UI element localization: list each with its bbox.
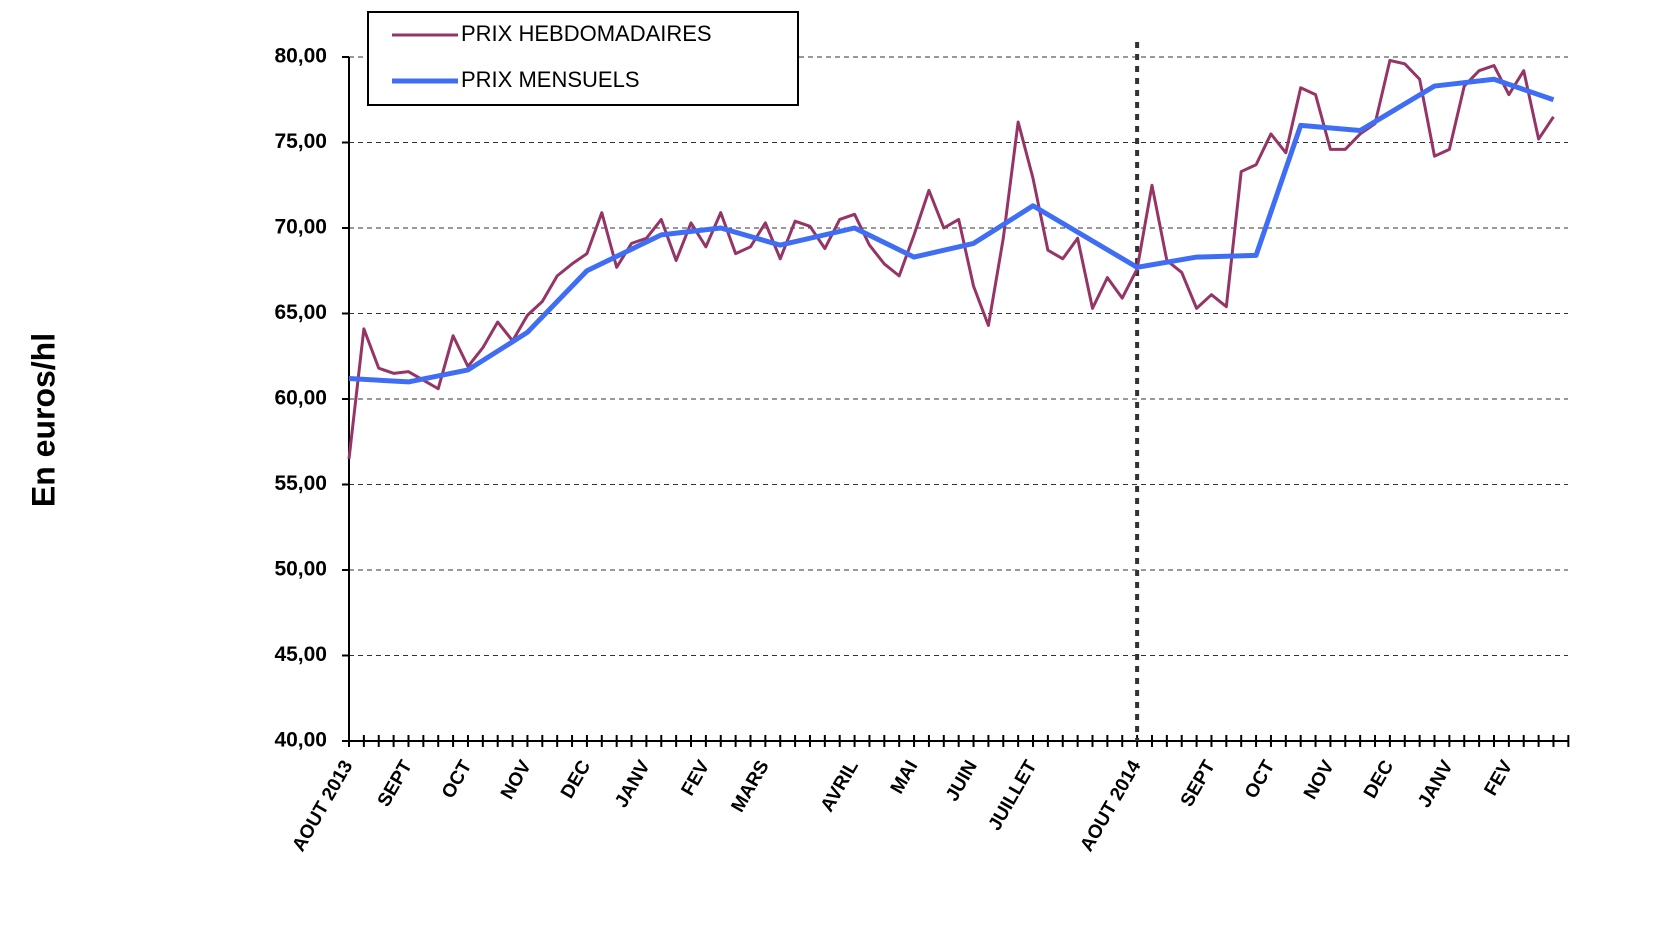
x-tick-label: JANV bbox=[611, 757, 655, 812]
x-tick-label: JANV bbox=[1414, 757, 1458, 812]
y-tick-label: 75,00 bbox=[274, 130, 327, 153]
x-tick-label: FEV bbox=[1481, 757, 1518, 800]
legend-label: PRIX MENSUELS bbox=[461, 67, 640, 92]
y-tick-label: 80,00 bbox=[274, 45, 327, 68]
series-line bbox=[348, 76, 1555, 385]
y-tick-label: 70,00 bbox=[274, 216, 327, 239]
y-axis-label: En euros/hl bbox=[25, 333, 61, 507]
y-tick-label: 45,00 bbox=[274, 643, 327, 666]
x-tick-label: AOUT 2014 bbox=[1077, 757, 1146, 856]
x-tick-label: SEPT bbox=[1177, 757, 1220, 811]
y-tick-label: 55,00 bbox=[274, 472, 327, 495]
legend-box bbox=[367, 11, 799, 106]
y-tick-label: 65,00 bbox=[274, 301, 327, 324]
x-tick-label: JUILLET bbox=[985, 757, 1042, 835]
x-tick-label: MAI bbox=[887, 757, 923, 798]
x-tick-label: FEV bbox=[678, 757, 715, 800]
y-tick-label: 50,00 bbox=[274, 558, 327, 581]
x-tick-label: OCT bbox=[438, 757, 476, 803]
x-tick-label: AOUT 2013 bbox=[288, 757, 357, 855]
x-tick-label: SEPT bbox=[374, 757, 417, 811]
x-tick-label: JUIN bbox=[942, 757, 982, 805]
x-tick-label: NOV bbox=[497, 757, 536, 803]
x-tick-label: OCT bbox=[1241, 757, 1279, 803]
x-tick-label: DEC bbox=[557, 757, 595, 802]
legend-label: PRIX HEBDOMADAIRES bbox=[461, 21, 712, 46]
x-tick-label: NOV bbox=[1300, 757, 1339, 803]
x-tick-label: DEC bbox=[1360, 757, 1398, 802]
x-tick-label: MARS bbox=[728, 757, 774, 816]
series-line bbox=[347, 58, 1555, 460]
y-tick-label: 60,00 bbox=[274, 387, 327, 410]
x-tick-label: AVRIL bbox=[817, 757, 863, 816]
y-tick-label: 40,00 bbox=[274, 729, 327, 752]
